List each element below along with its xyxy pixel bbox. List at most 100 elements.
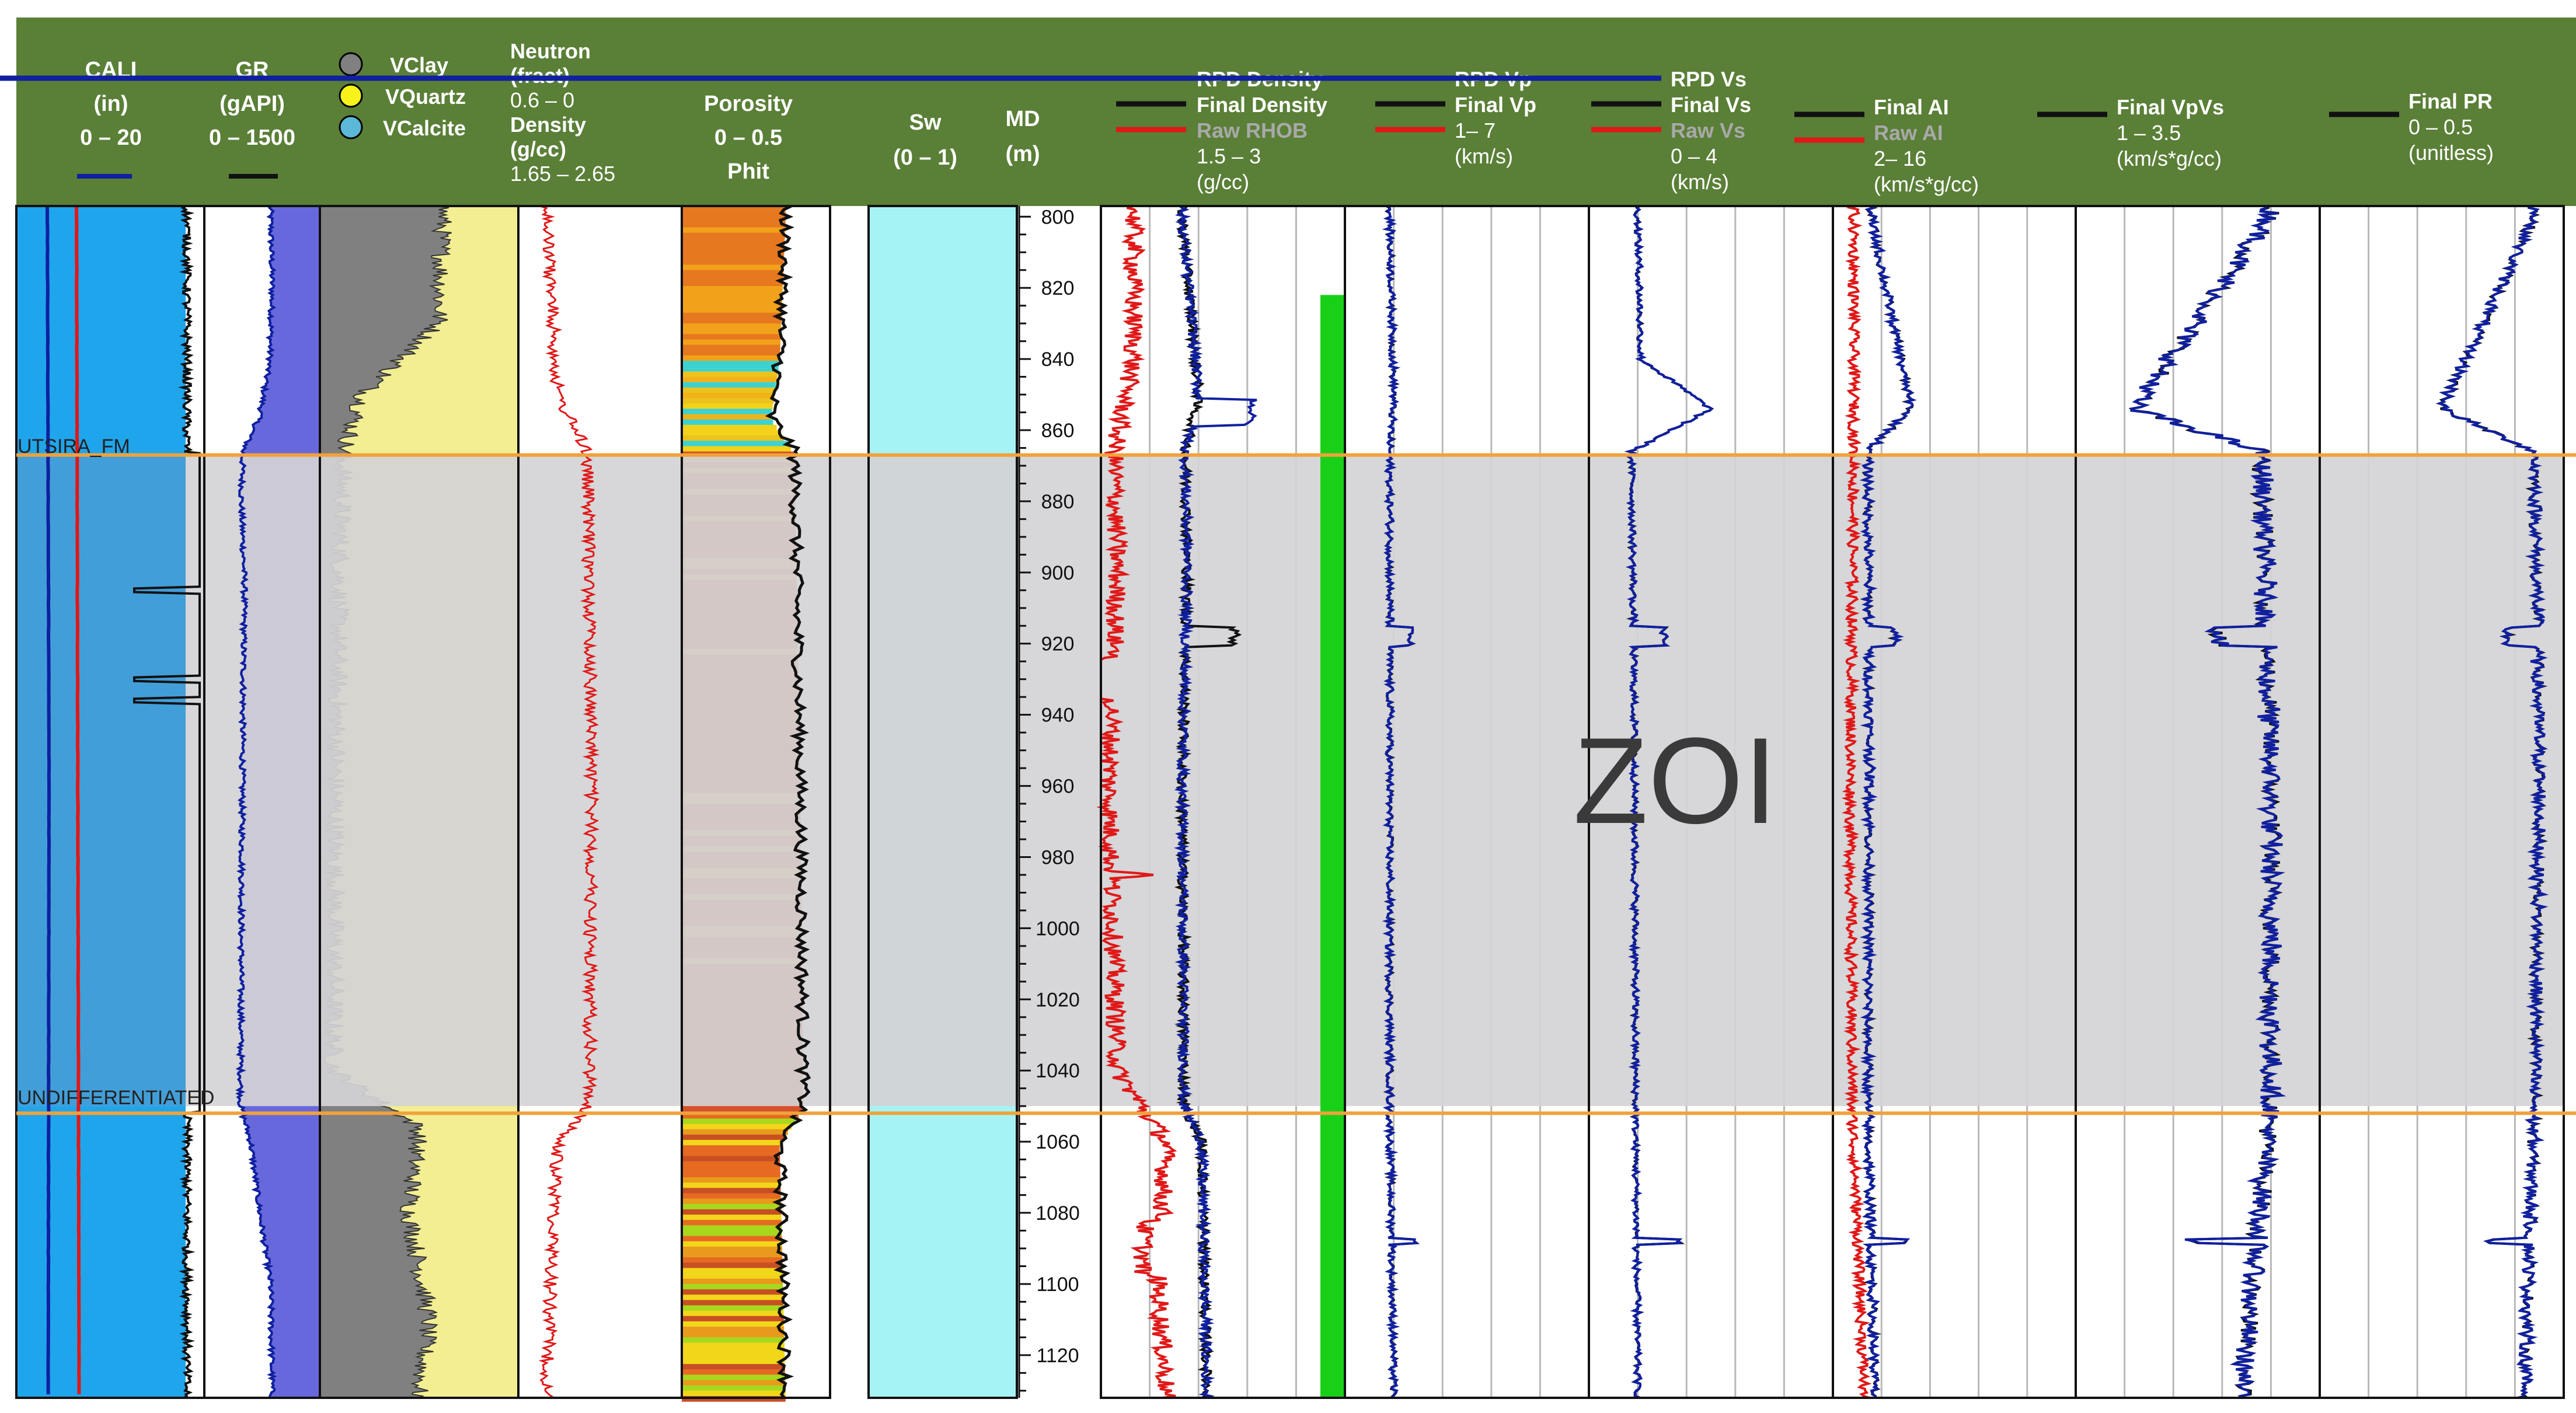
gr-curve [235, 205, 277, 1398]
por-frame [681, 205, 831, 1399]
porosity-band [682, 291, 783, 298]
porosity-band [682, 441, 787, 447]
porosity-band [682, 1209, 782, 1215]
ai-l2: Raw AI [1874, 121, 1943, 145]
md-tick-label: 800 [1041, 206, 1075, 228]
por-title: Porosity [704, 92, 793, 116]
porosity-band [682, 1246, 782, 1252]
porosity-band [682, 1161, 780, 1167]
porosity-band [682, 296, 783, 303]
md-tick-label: 1100 [1036, 1274, 1079, 1296]
vp-range: 1– 7 [1455, 118, 1496, 142]
porosity-band [682, 217, 786, 223]
porosity-band [682, 1268, 783, 1274]
porosity-band [682, 339, 781, 346]
porosity-band [682, 1203, 782, 1210]
porosity-band [682, 371, 778, 378]
vs-unit: (km/s) [1671, 170, 1729, 194]
porosity-band [682, 1134, 785, 1140]
vs-l3: Raw Vs [1671, 118, 1745, 142]
porosity-band [682, 1316, 784, 1322]
porosity-band [682, 1300, 784, 1306]
porosity-band [682, 1289, 783, 1295]
porosity-band [682, 1364, 785, 1370]
porosity-band [682, 361, 780, 367]
porosity-band [682, 1140, 781, 1146]
porosity-band [682, 1118, 796, 1125]
md-axis: 800 820 840 860 880 900 920 940 960 980 1000 1020 10… [1018, 206, 1080, 1398]
porosity-band [682, 1129, 788, 1135]
porosity-band [682, 249, 785, 254]
porosity-band [682, 1273, 783, 1279]
porosity-band [682, 1113, 799, 1119]
log-curves [45, 204, 2549, 1399]
cali-unit: (in) [93, 92, 128, 116]
neutron-curve [538, 205, 600, 1398]
porosity-band [682, 424, 777, 431]
porosity-band [682, 430, 780, 436]
pr-frame [2319, 205, 2565, 1399]
md-tick-label: 940 [1041, 704, 1075, 727]
cali-curve [45, 205, 51, 1394]
porosity-band [682, 1252, 783, 1258]
porosity-band [682, 302, 782, 308]
vpvs-unit: (km/s*g/cc) [2117, 146, 2222, 170]
vs-l1: RPD Vs [1671, 67, 1747, 91]
den-l2: Final Density [1197, 93, 1327, 117]
porosity-band [682, 1358, 785, 1365]
md-tick-label: 880 [1041, 491, 1075, 513]
gr-range: 0 – 1500 [209, 125, 295, 150]
pr-range: 0 – 0.5 [2408, 115, 2473, 139]
zoi-band [16, 455, 2564, 1107]
vclay-label: VClay [390, 53, 448, 77]
porosity-band [682, 1108, 803, 1114]
porosity-band [682, 1145, 780, 1151]
vcalcite-label: VCalcite [383, 116, 466, 140]
vs-l2: Final Vs [1671, 93, 1751, 117]
pr-rpd-curve [2435, 205, 2549, 1399]
porosity-band [682, 323, 782, 329]
porosity-band [682, 1295, 783, 1300]
vquartz-legend-dot [339, 83, 363, 108]
vp-rpd-curve [1382, 205, 1419, 1399]
sw-range: (0 – 1) [893, 145, 957, 170]
md-tick-label: 820 [1041, 277, 1075, 299]
neutron-range: 0.6 – 0 [510, 88, 574, 112]
md-unit: (m) [1005, 142, 1040, 166]
porosity-band [682, 1198, 781, 1205]
porosity-band [682, 312, 782, 319]
vpvs-l1: Final VpVs [2117, 95, 2224, 119]
porosity-band [682, 398, 774, 404]
porosity-band [682, 275, 783, 281]
porosity-band [682, 1215, 782, 1220]
porosity-band [682, 1225, 782, 1231]
vs-rpd-curve [1624, 205, 1714, 1399]
porosity-band [682, 1369, 785, 1375]
porosity-band [682, 259, 784, 266]
md-tick-label: 1080 [1036, 1202, 1080, 1224]
vs-range: 0 – 4 [1671, 144, 1717, 168]
porosity-band [682, 264, 784, 271]
porosity-band [682, 366, 779, 372]
porosity-band [682, 1390, 786, 1397]
porosity-band [682, 344, 780, 351]
zoi-cali-shade [16, 455, 186, 1107]
porosity-band [682, 1283, 783, 1290]
ai-range: 2– 16 [1874, 146, 1926, 170]
formation-label-utsira: UTSIRA_FM [18, 435, 130, 458]
vclay-legend-dot [339, 52, 363, 76]
porosity-band [682, 446, 791, 452]
porosity-band [682, 1150, 780, 1157]
raw-ai-curve [1841, 205, 1872, 1399]
porosity-band [682, 387, 776, 393]
cali-range: 0 – 20 [80, 125, 142, 150]
por-range: 0 – 0.5 [714, 125, 782, 150]
pr-l1: Final PR [2408, 89, 2493, 113]
porosity-band [682, 334, 781, 340]
porosity-band [682, 307, 782, 313]
density-range: 1.65 – 2.65 [510, 162, 615, 186]
neutron-title: Neutron [510, 39, 591, 63]
vpvs-range: 1 – 3.5 [2117, 121, 2181, 145]
den-range: 1.5 – 3 [1197, 144, 1261, 168]
porosity-band [682, 329, 781, 335]
